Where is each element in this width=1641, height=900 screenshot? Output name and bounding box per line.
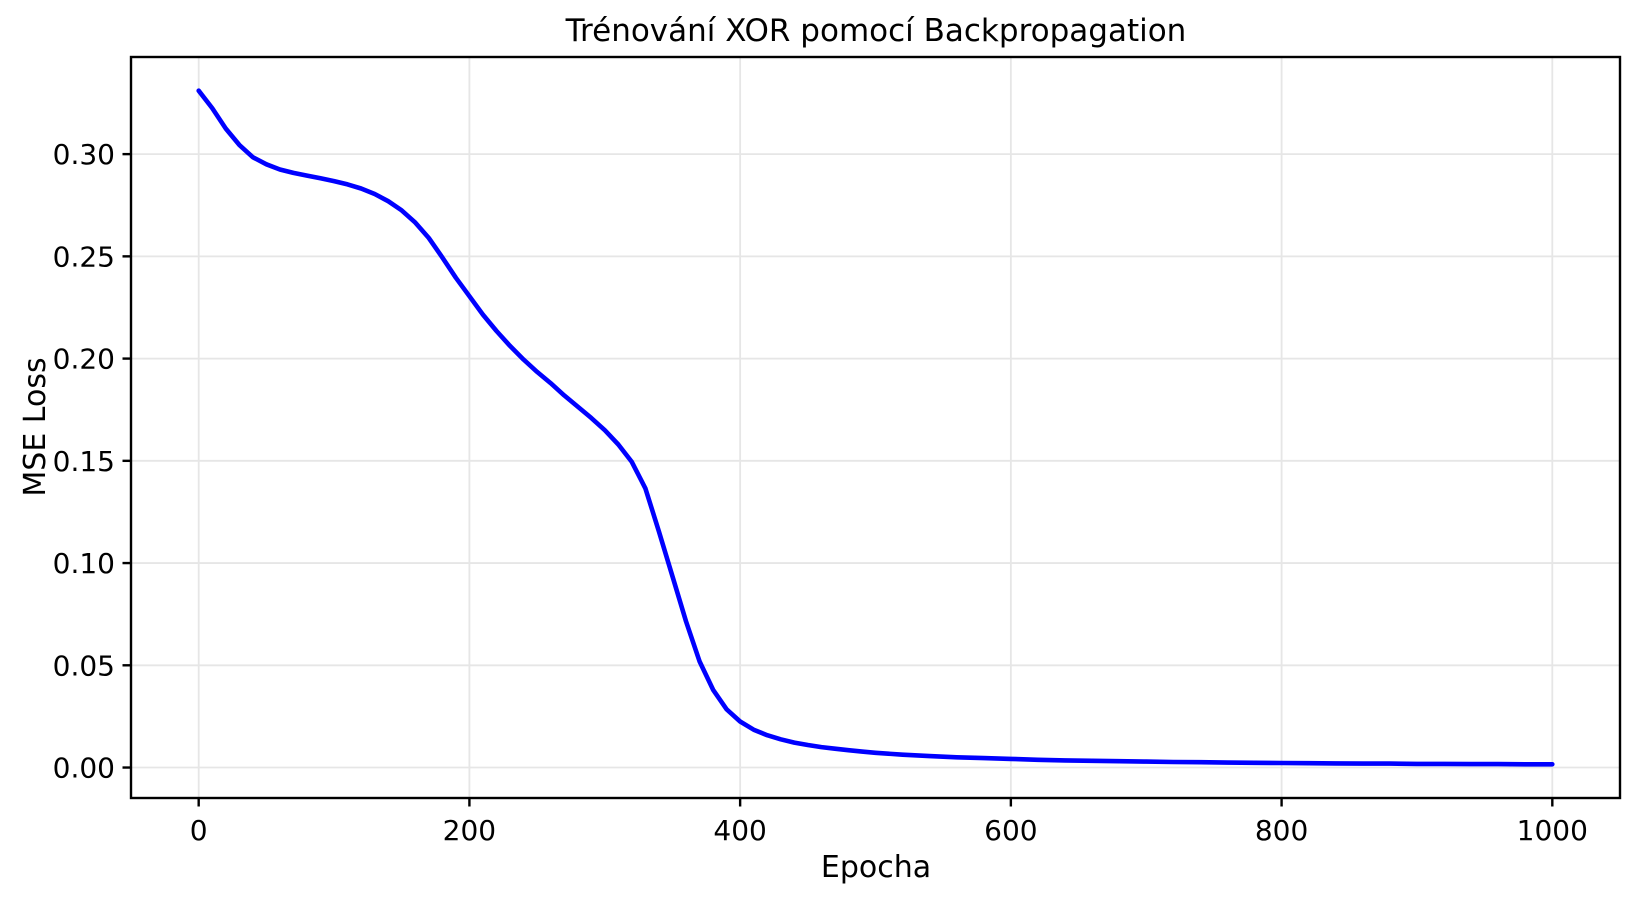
x-tick-label: 0 [190, 814, 208, 847]
x-tick-label: 200 [443, 814, 496, 847]
y-tick-label: 0.25 [53, 240, 115, 273]
y-tick-label: 0.10 [53, 547, 115, 580]
y-tick-label: 0.00 [53, 752, 115, 785]
loss-curve [196, 88, 1555, 767]
y-tick-label: 0.15 [53, 445, 115, 478]
y-tick-label: 0.30 [53, 138, 115, 171]
y-tick-label: 0.20 [53, 343, 115, 376]
y-axis-label: MSE Loss [18, 357, 53, 496]
x-tick-label: 600 [984, 814, 1037, 847]
y-tick-label: 0.05 [53, 649, 115, 682]
plot-area [131, 57, 1620, 798]
tick-marks [122, 152, 1554, 807]
x-tick-label: 1000 [1517, 814, 1588, 847]
y-tick-labels: 0.00 0.05 0.10 0.15 0.20 0.25 0.30 [53, 138, 115, 784]
chart-title: Trénování XOR pomocí Backpropagation [565, 13, 1187, 49]
x-tick-labels: 0 200 400 600 800 1000 [190, 814, 1588, 847]
x-tick-label: 400 [713, 814, 766, 847]
x-tick-label: 800 [1255, 814, 1308, 847]
x-axis-label: Epocha [821, 850, 931, 885]
gridlines [131, 57, 1620, 798]
axes-spines [129, 55, 1622, 800]
